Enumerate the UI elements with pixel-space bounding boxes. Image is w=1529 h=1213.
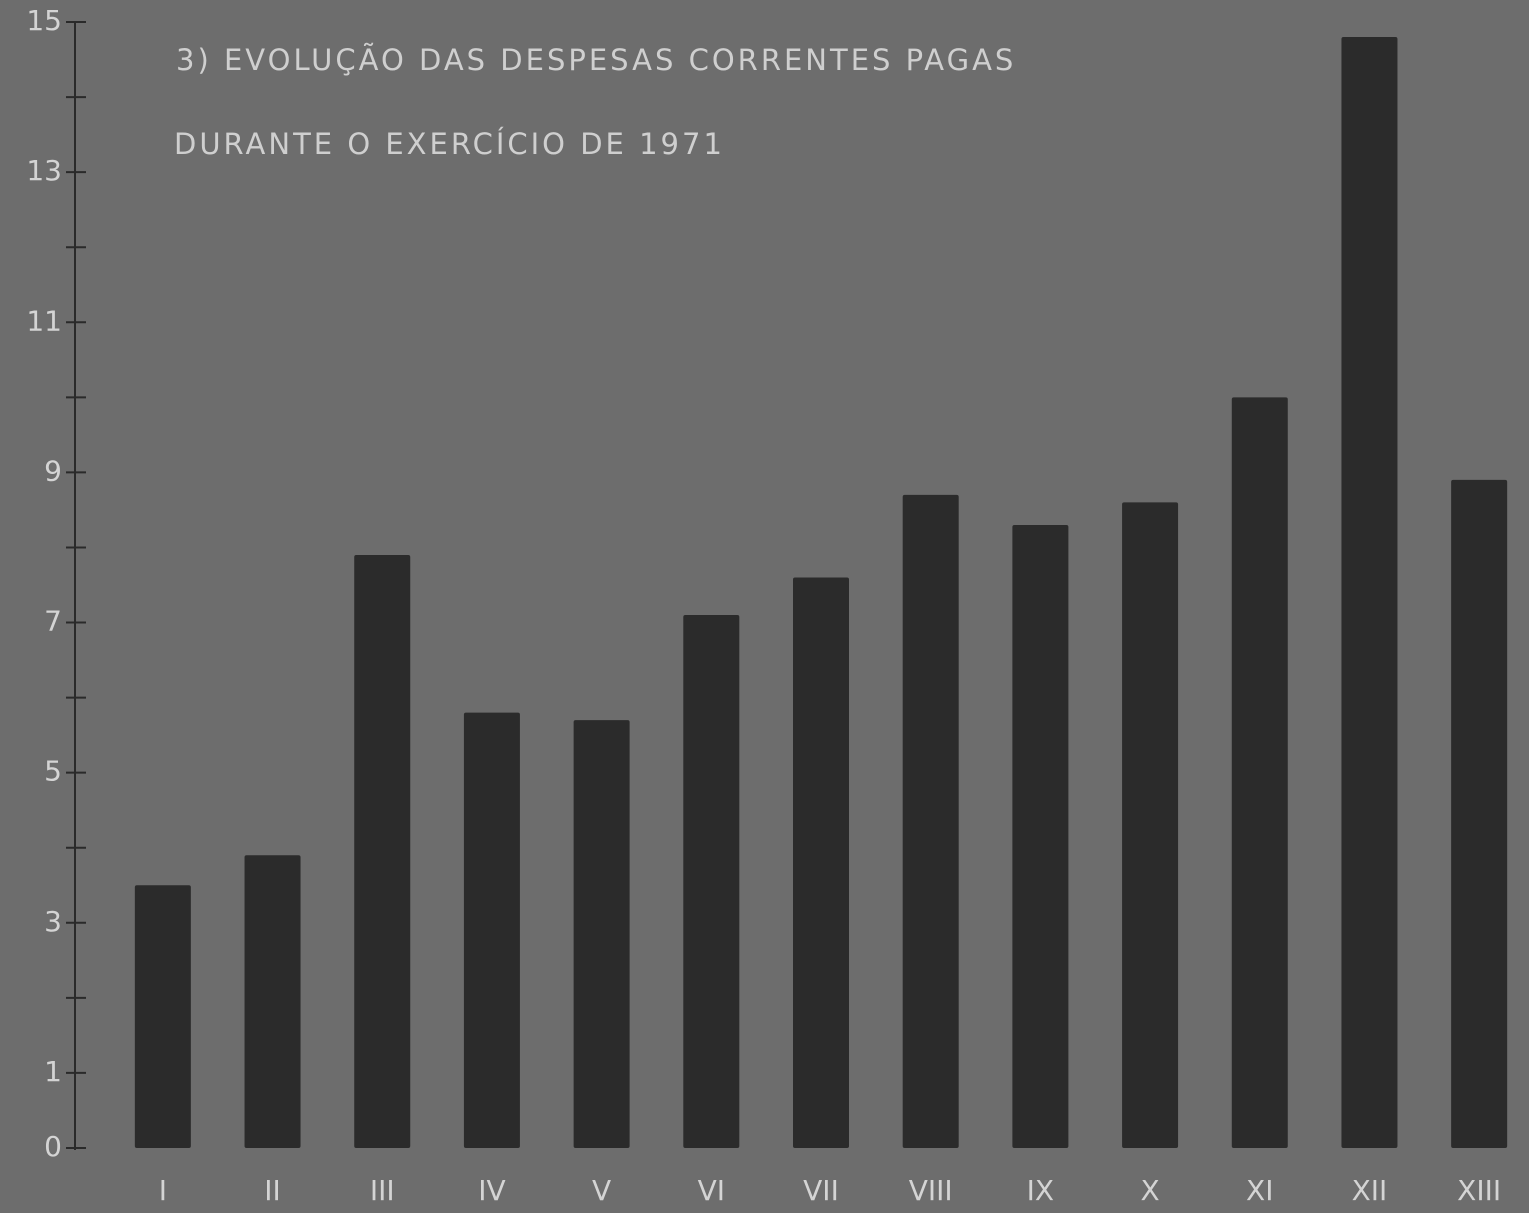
x-tick-label: X	[1140, 1174, 1159, 1207]
x-tick-label: XI	[1246, 1174, 1273, 1207]
bar	[793, 577, 849, 1148]
y-tick-label: 13	[26, 154, 62, 187]
x-tick-label: XII	[1352, 1174, 1388, 1207]
bar	[1012, 524, 1069, 1148]
x-tick-label: IV	[478, 1174, 505, 1207]
bar	[1341, 37, 1398, 1149]
x-tick-label: I	[159, 1174, 167, 1207]
y-tick-label: 3	[44, 905, 62, 938]
x-tick-label: VIII	[909, 1174, 953, 1207]
x-tick-label: VI	[698, 1174, 725, 1207]
x-tick-label: V	[592, 1174, 611, 1207]
x-tick-label: III	[370, 1174, 395, 1207]
bar	[244, 855, 301, 1148]
y-tick-label: 15	[26, 4, 62, 37]
y-tick-label: 11	[26, 304, 62, 337]
bar	[463, 712, 520, 1148]
bar	[354, 554, 411, 1148]
bar	[1451, 479, 1508, 1148]
bar	[1122, 502, 1179, 1149]
bar	[573, 720, 630, 1148]
x-tick-label: IX	[1027, 1174, 1054, 1207]
x-tick-label: VII	[803, 1174, 839, 1207]
y-tick-label: 0	[44, 1130, 62, 1163]
bar	[1231, 397, 1288, 1148]
chart-subtitle: DURANTE O EXERCÍCIO DE 1971	[174, 127, 725, 161]
y-tick-label: 9	[44, 454, 62, 487]
bar	[902, 494, 959, 1148]
y-tick-label: 7	[44, 605, 62, 638]
bar	[683, 615, 740, 1148]
x-tick-label: II	[264, 1174, 281, 1207]
chart-title: 3) EVOLUÇÃO DAS DESPESAS CORRENTES PAGAS	[176, 43, 1016, 77]
bar	[134, 885, 191, 1148]
y-tick-label: 5	[44, 755, 62, 788]
y-tick-label: 1	[44, 1055, 62, 1088]
x-tick-label: XIII	[1457, 1174, 1501, 1207]
